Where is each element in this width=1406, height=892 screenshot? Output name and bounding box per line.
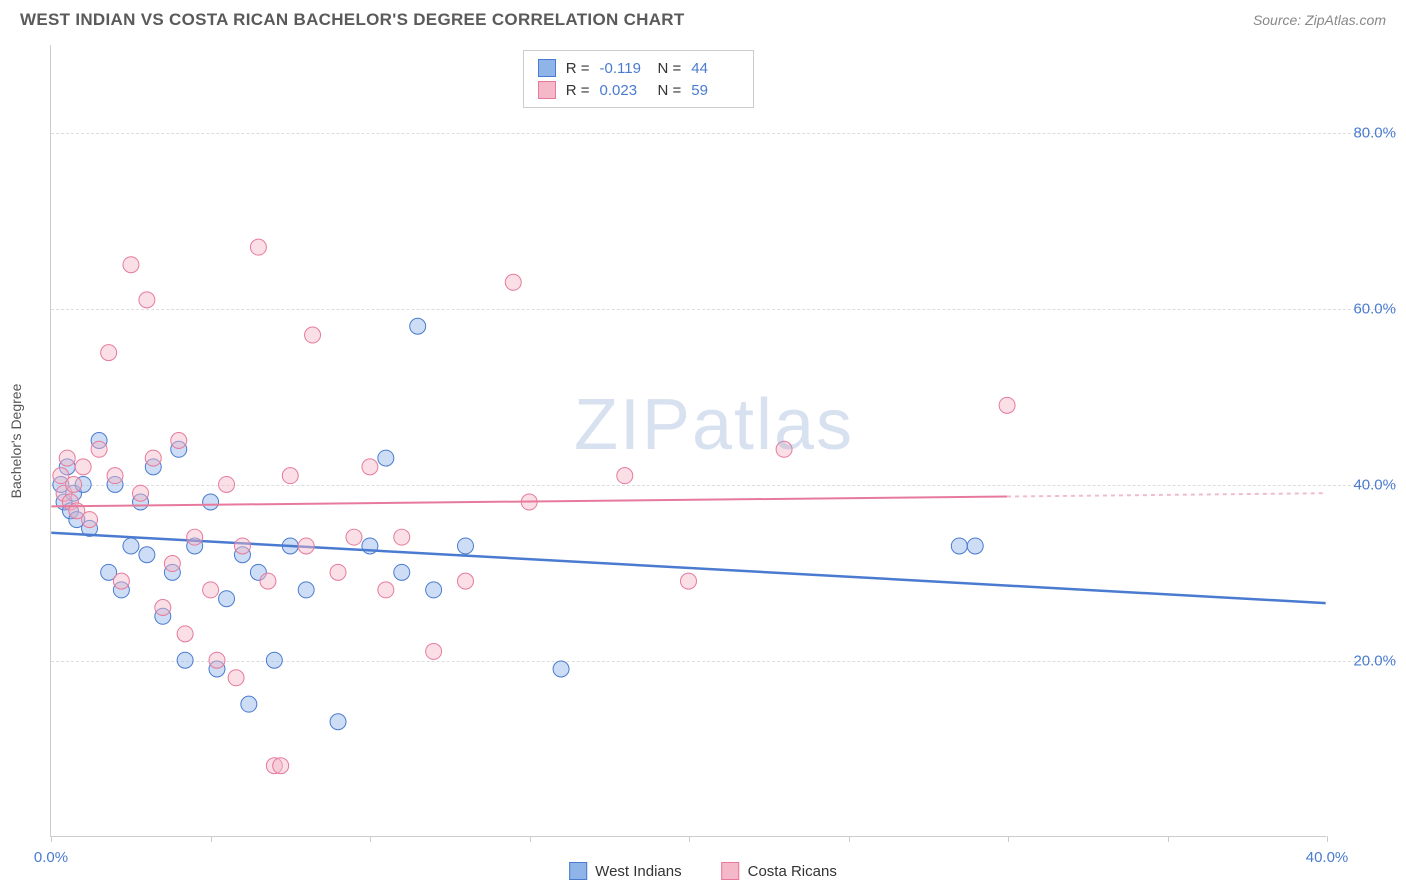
scatter-point: [951, 538, 967, 554]
scatter-point: [133, 485, 149, 501]
correlation-stats-box: R = -0.119 N = 44 R = 0.023 N = 59: [523, 50, 755, 108]
n-label: N =: [658, 60, 682, 77]
scatter-point: [505, 274, 521, 290]
scatter-point: [241, 696, 257, 712]
scatter-point: [394, 564, 410, 580]
scatter-point: [426, 643, 442, 659]
scatter-point: [282, 468, 298, 484]
scatter-point: [250, 239, 266, 255]
scatter-point: [219, 476, 235, 492]
scatter-point: [139, 547, 155, 563]
scatter-point: [457, 573, 473, 589]
scatter-point: [330, 714, 346, 730]
x-tick: [370, 836, 371, 842]
scatter-point: [305, 327, 321, 343]
x-tick-label: 40.0%: [1306, 849, 1349, 866]
scatter-point: [228, 670, 244, 686]
y-tick-label: 20.0%: [1336, 653, 1396, 670]
scatter-point: [209, 652, 225, 668]
x-tick: [689, 836, 690, 842]
scatter-point: [999, 397, 1015, 413]
trend-line-dashed: [1007, 493, 1326, 496]
x-tick-label: 0.0%: [34, 849, 68, 866]
scatter-point: [123, 257, 139, 273]
scatter-point: [139, 292, 155, 308]
scatter-point: [776, 441, 792, 457]
n-label: N =: [658, 82, 682, 99]
r-label: R =: [566, 60, 590, 77]
scatter-point: [66, 476, 82, 492]
scatter-point: [378, 582, 394, 598]
scatter-point: [410, 318, 426, 334]
scatter-point: [107, 468, 123, 484]
n-value: 59: [691, 82, 739, 99]
scatter-point: [362, 459, 378, 475]
scatter-point: [298, 538, 314, 554]
n-value: 44: [691, 60, 739, 77]
stats-row: R = 0.023 N = 59: [538, 79, 740, 101]
x-tick: [849, 836, 850, 842]
scatter-point: [617, 468, 633, 484]
x-tick: [1008, 836, 1009, 842]
scatter-point: [177, 626, 193, 642]
legend-label: West Indians: [595, 863, 681, 880]
scatter-point: [266, 652, 282, 668]
scatter-point: [91, 441, 107, 457]
r-value: -0.119: [600, 60, 648, 77]
scatter-point: [101, 345, 117, 361]
scatter-point: [260, 573, 276, 589]
scatter-point: [273, 758, 289, 774]
r-label: R =: [566, 82, 590, 99]
y-axis-label: Bachelor's Degree: [8, 383, 24, 498]
scatter-point: [426, 582, 442, 598]
scatter-point: [378, 450, 394, 466]
scatter-point: [145, 450, 161, 466]
scatter-point: [203, 494, 219, 510]
source-attribution: Source: ZipAtlas.com: [1253, 12, 1386, 28]
legend-swatch: [538, 81, 556, 99]
legend: West Indians Costa Ricans: [569, 862, 837, 880]
legend-label: Costa Ricans: [748, 863, 837, 880]
scatter-point: [155, 599, 171, 615]
scatter-point: [59, 450, 75, 466]
scatter-point: [553, 661, 569, 677]
legend-swatch: [722, 862, 740, 880]
scatter-point: [113, 573, 129, 589]
scatter-point: [234, 538, 250, 554]
legend-swatch: [538, 59, 556, 77]
scatter-point: [330, 564, 346, 580]
x-tick: [211, 836, 212, 842]
y-tick-label: 60.0%: [1336, 301, 1396, 318]
scatter-point: [82, 512, 98, 528]
scatter-point: [219, 591, 235, 607]
y-tick-label: 40.0%: [1336, 477, 1396, 494]
scatter-plot-svg: [51, 45, 1326, 836]
scatter-point: [203, 582, 219, 598]
scatter-point: [75, 459, 91, 475]
scatter-point: [177, 652, 193, 668]
stats-row: R = -0.119 N = 44: [538, 57, 740, 79]
scatter-point: [394, 529, 410, 545]
scatter-point: [171, 433, 187, 449]
r-value: 0.023: [600, 82, 648, 99]
scatter-point: [457, 538, 473, 554]
scatter-point: [298, 582, 314, 598]
x-tick: [1168, 836, 1169, 842]
chart-title: WEST INDIAN VS COSTA RICAN BACHELOR'S DE…: [20, 10, 685, 30]
x-tick: [530, 836, 531, 842]
legend-item: West Indians: [569, 862, 681, 880]
legend-item: Costa Ricans: [722, 862, 837, 880]
scatter-point: [681, 573, 697, 589]
x-tick: [51, 836, 52, 842]
x-tick: [1327, 836, 1328, 842]
scatter-point: [346, 529, 362, 545]
scatter-point: [164, 556, 180, 572]
chart-plot-area: Bachelor's Degree 20.0%40.0%60.0%80.0%0.…: [50, 45, 1326, 837]
scatter-point: [187, 529, 203, 545]
scatter-point: [123, 538, 139, 554]
scatter-point: [967, 538, 983, 554]
legend-swatch: [569, 862, 587, 880]
y-tick-label: 80.0%: [1336, 125, 1396, 142]
